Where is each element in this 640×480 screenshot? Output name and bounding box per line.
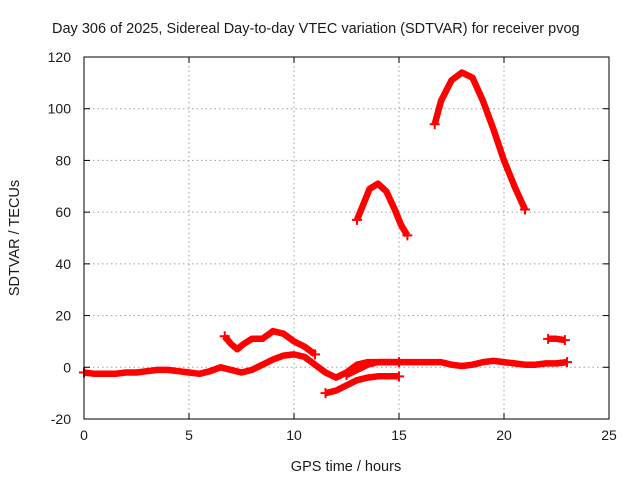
data-point-marker <box>562 357 572 368</box>
y-tick-label: 100 <box>48 101 72 117</box>
series-line <box>345 358 399 378</box>
series-arc-1 <box>79 351 572 381</box>
x-tick-label: 10 <box>286 427 302 443</box>
data-point-marker <box>341 370 352 381</box>
x-tick-label: 0 <box>80 427 88 443</box>
y-tick-label: 60 <box>55 204 71 220</box>
series-arc-5 <box>352 180 413 241</box>
y-tick-label: 120 <box>48 49 72 65</box>
data-point-marker <box>543 333 554 344</box>
data-point-marker <box>310 349 320 360</box>
data-point-marker <box>520 204 530 215</box>
y-tick-label: 20 <box>55 308 71 324</box>
x-tick-label: 5 <box>185 427 193 443</box>
series-arc-7 <box>543 333 570 346</box>
y-tick-label: 40 <box>55 256 71 272</box>
data-point-marker <box>320 388 331 399</box>
series-arc-6 <box>429 69 530 215</box>
x-tick-label: 25 <box>601 427 617 443</box>
series-line <box>324 373 399 397</box>
series-arc-4 <box>341 357 404 381</box>
series-line <box>353 180 411 238</box>
series-line <box>222 327 317 358</box>
chart-title: Day 306 of 2025, Sidereal Day-to-day VTE… <box>52 21 580 37</box>
x-axis-label: GPS time / hours <box>291 459 401 475</box>
data-point-marker <box>219 331 230 342</box>
data-point-marker <box>394 357 404 368</box>
series-line <box>83 351 568 381</box>
y-tick-label: 0 <box>63 359 71 375</box>
data-point-marker <box>402 230 413 241</box>
y-tick-label: -20 <box>51 411 71 427</box>
data-point-marker <box>394 371 404 382</box>
plot-frame <box>83 56 610 420</box>
data-point-marker <box>429 119 440 130</box>
data-point-marker <box>559 335 570 346</box>
data-series-layer <box>79 69 572 399</box>
series-arc-2 <box>219 327 320 360</box>
x-tick-label: 15 <box>391 427 407 443</box>
data-point-marker <box>352 214 362 225</box>
y-axis-label: SDTVAR / TECUs <box>7 180 23 296</box>
series-line <box>431 69 528 211</box>
axis-ticks: 0 5 10 15 20 25 -20 0 20 40 60 80 100 120 <box>48 49 617 443</box>
x-tick-label: 20 <box>496 427 512 443</box>
y-tick-label: 80 <box>55 152 71 168</box>
series-arc-3 <box>320 371 404 399</box>
